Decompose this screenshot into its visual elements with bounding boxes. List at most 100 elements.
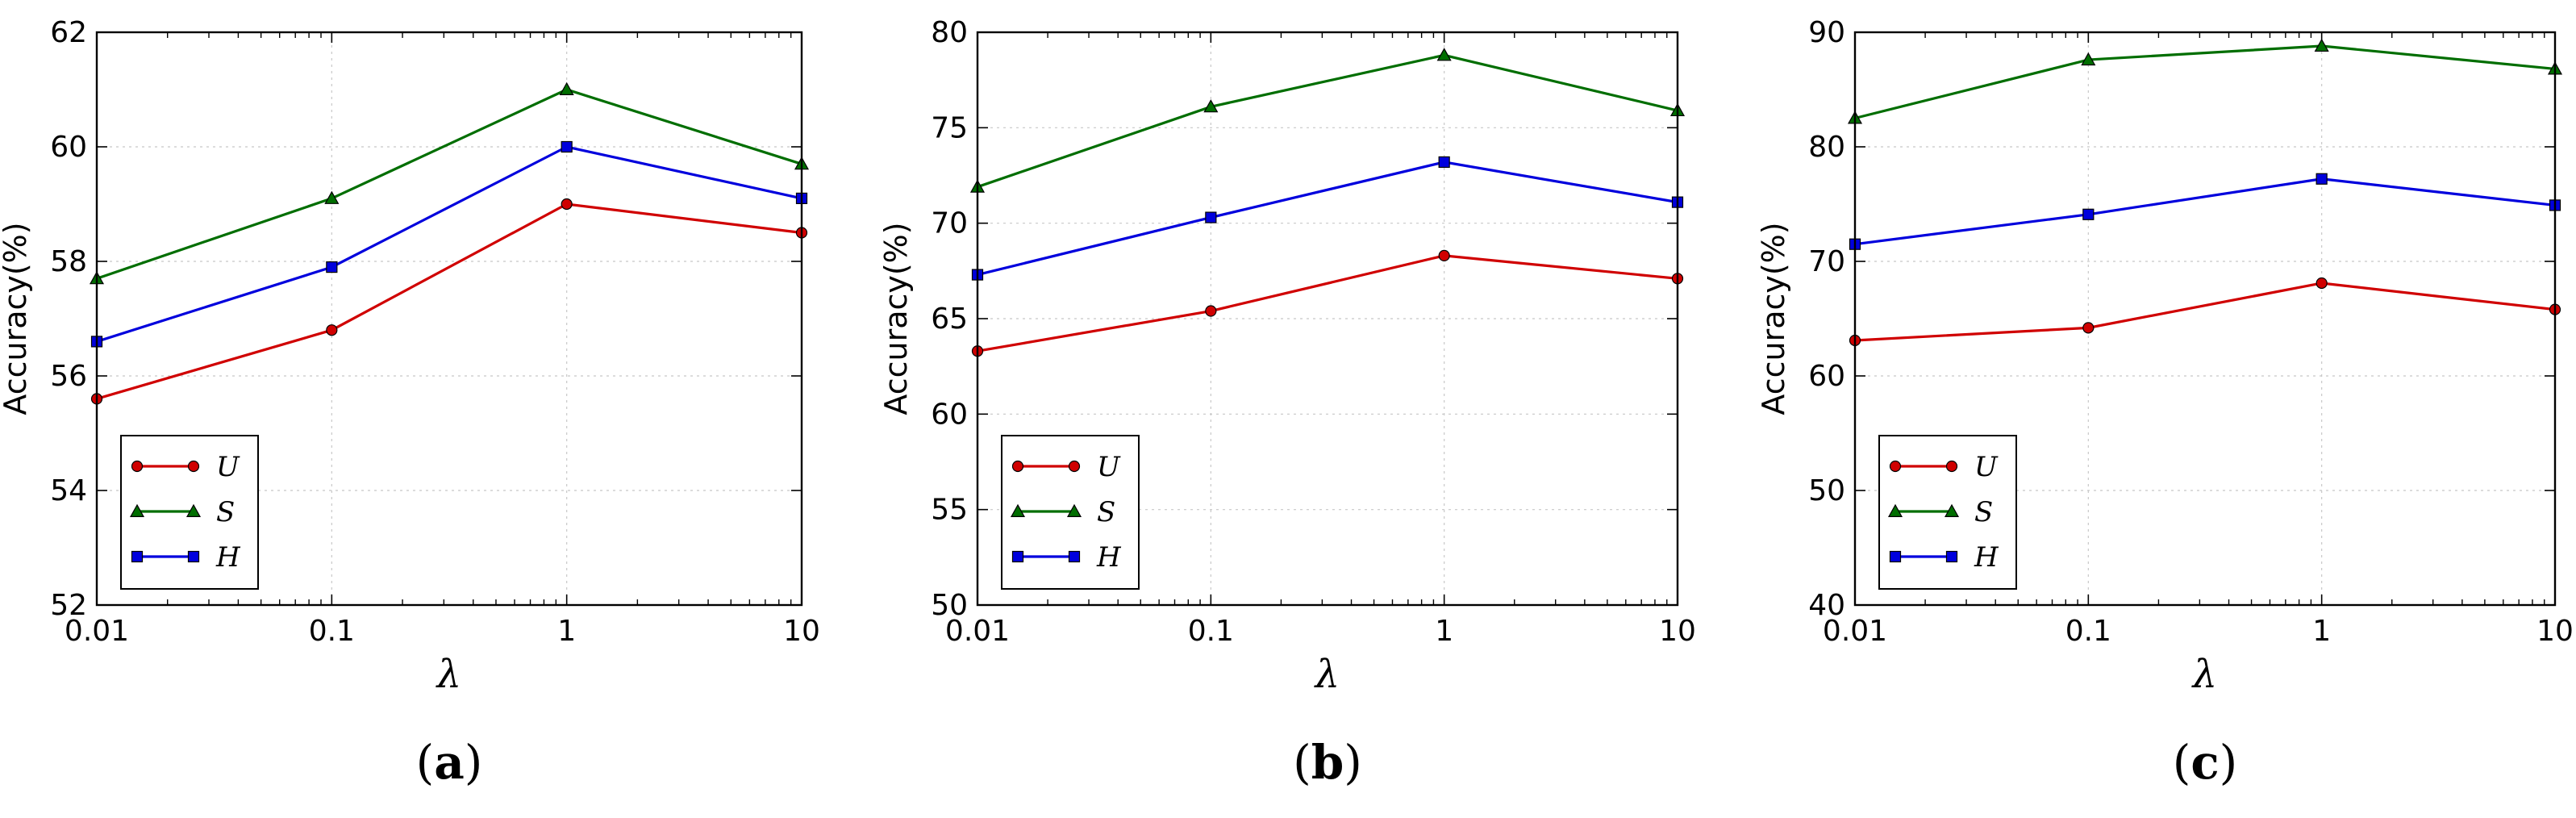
legend-marker-h bbox=[1945, 550, 1958, 563]
legend-marker-h bbox=[1068, 550, 1081, 563]
y-tick-label: 50 bbox=[931, 589, 968, 622]
data-point-s bbox=[2314, 38, 2329, 52]
legend-marker-h bbox=[131, 550, 144, 563]
y-tick-label: 62 bbox=[50, 16, 87, 49]
series-u bbox=[1849, 277, 2561, 347]
series-line-s bbox=[96, 88, 802, 280]
legend-marker-u bbox=[187, 460, 200, 473]
y-tick-label: 75 bbox=[931, 111, 968, 144]
series-line-h bbox=[977, 161, 1678, 277]
x-tick-label: 10 bbox=[783, 615, 820, 648]
data-point-h bbox=[561, 140, 573, 153]
chart-panel-b: 0.01 0.1 1 10 50 55 60 65 70 75 80 λ Accuracy(%) USH (… bbox=[878, 16, 1696, 790]
legend-label-s: S bbox=[216, 496, 235, 528]
legend-label-s: S bbox=[1974, 496, 1993, 528]
x-tick-label: 0.1 bbox=[1188, 615, 1234, 648]
legend-marker-s bbox=[1944, 503, 1960, 518]
y-tick-label: 90 bbox=[1808, 16, 1845, 49]
y-tick-label: 56 bbox=[50, 360, 87, 393]
legend-marker-h bbox=[187, 550, 200, 563]
plot-frame bbox=[1853, 31, 2557, 607]
x-tick-label: 0.01 bbox=[65, 615, 129, 648]
series-u bbox=[90, 198, 808, 405]
series-h bbox=[971, 156, 1684, 281]
data-point-u bbox=[561, 198, 573, 211]
legend-marker-u bbox=[1945, 460, 1958, 473]
legend-marker-s bbox=[1010, 503, 1026, 518]
legend-marker-u bbox=[1068, 460, 1081, 473]
x-tick-label: 0.1 bbox=[2065, 615, 2111, 648]
y-tick-label: 54 bbox=[50, 474, 87, 507]
series-line-s bbox=[977, 53, 1678, 189]
series-h bbox=[1849, 173, 2561, 250]
y-tick-label: 55 bbox=[931, 494, 968, 527]
series-line-u bbox=[1854, 282, 2556, 342]
y-tick-label: 60 bbox=[931, 398, 968, 431]
y-tick-label: 80 bbox=[931, 16, 968, 49]
caption-open-paren: ( bbox=[1293, 735, 1311, 790]
y-tick-label: 50 bbox=[1808, 474, 1845, 507]
y-tick-label: 65 bbox=[931, 303, 968, 336]
legend-marker-s bbox=[1887, 503, 1903, 518]
x-axis-label: λ bbox=[436, 652, 461, 697]
caption-open-paren: ( bbox=[416, 735, 435, 790]
legend-label-h: H bbox=[1096, 541, 1122, 574]
data-point-s bbox=[1436, 48, 1452, 61]
panel-caption: (b) bbox=[1293, 735, 1362, 790]
x-tick-label: 1 bbox=[2312, 615, 2331, 648]
y-tick-label: 60 bbox=[50, 131, 87, 164]
series-line-u bbox=[977, 254, 1678, 353]
legend-marker-h bbox=[1011, 550, 1024, 563]
legend-marker-s bbox=[185, 503, 202, 518]
x-axis-label: λ bbox=[1314, 652, 1340, 697]
x-tick-label: 1 bbox=[557, 615, 576, 648]
caption-close-paren: ) bbox=[1344, 735, 1362, 790]
data-point-h bbox=[2315, 173, 2328, 185]
y-tick-label: 40 bbox=[1808, 589, 1845, 622]
y-tick-label: 70 bbox=[1808, 245, 1845, 278]
legend-marker-u bbox=[1889, 460, 1902, 473]
legend-label-u: U bbox=[1974, 451, 1999, 483]
legend-marker-u bbox=[131, 460, 144, 473]
plot-frame bbox=[95, 31, 803, 607]
plot-frame bbox=[976, 31, 1679, 607]
legend-marker-h bbox=[1889, 550, 1902, 563]
data-point-u bbox=[1205, 305, 1217, 317]
caption-close-paren: ) bbox=[465, 735, 483, 790]
legend-marker-u bbox=[1011, 460, 1024, 473]
data-point-h bbox=[326, 261, 338, 273]
x-tick-label: 0.01 bbox=[945, 615, 1010, 648]
y-tick-label: 58 bbox=[50, 245, 87, 278]
legend-label-h: H bbox=[215, 541, 241, 574]
legend-label-s: S bbox=[1097, 496, 1115, 528]
series-line-u bbox=[96, 202, 802, 400]
data-point-h bbox=[2082, 208, 2095, 220]
legend-label-h: H bbox=[1974, 541, 1999, 574]
data-point-s bbox=[324, 190, 340, 204]
y-axis-label: Accuracy(%) bbox=[0, 222, 33, 415]
legend-marker-s bbox=[1066, 503, 1082, 518]
caption-letter: c bbox=[2190, 735, 2219, 790]
y-tick-label: 80 bbox=[1808, 131, 1845, 164]
series-line-s bbox=[1854, 44, 2556, 120]
data-point-u bbox=[326, 324, 338, 336]
x-tick-label: 1 bbox=[1435, 615, 1453, 648]
series-line-h bbox=[1854, 177, 2556, 246]
series-line-h bbox=[96, 145, 802, 343]
x-tick-label: 0.01 bbox=[1823, 615, 1887, 648]
legend-marker-s bbox=[129, 503, 145, 518]
data-point-u bbox=[1438, 249, 1450, 261]
caption-letter: b bbox=[1311, 735, 1344, 790]
data-point-s bbox=[2081, 52, 2096, 66]
data-point-h bbox=[1205, 211, 1217, 223]
y-axis-label: Accuracy(%) bbox=[1756, 222, 1791, 415]
series-s bbox=[89, 81, 810, 285]
legend: USH bbox=[1001, 435, 1140, 590]
legend-label-u: U bbox=[1097, 451, 1121, 483]
y-tick-label: 60 bbox=[1808, 360, 1845, 393]
x-tick-label: 0.1 bbox=[309, 615, 355, 648]
series-u bbox=[971, 249, 1684, 357]
y-tick-label: 70 bbox=[931, 207, 968, 240]
caption-open-paren: ( bbox=[2173, 735, 2191, 790]
